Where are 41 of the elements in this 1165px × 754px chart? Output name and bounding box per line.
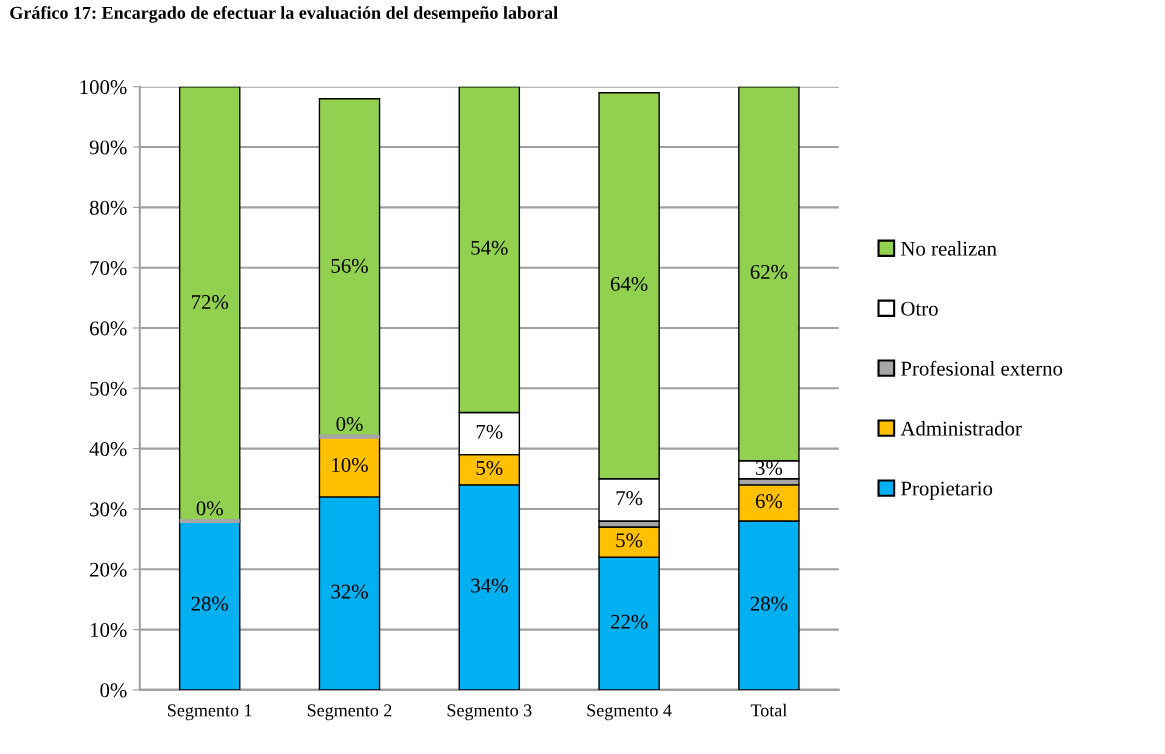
data-label: 32% xyxy=(331,584,368,599)
data-label: 72% xyxy=(191,295,229,310)
legend-label: Otro xyxy=(901,301,938,316)
y-tick-label: 50% xyxy=(90,381,127,396)
data-label: 34% xyxy=(471,578,508,593)
data-label: 0% xyxy=(196,501,223,516)
y-tick-label: 60% xyxy=(90,321,127,336)
data-label: 62% xyxy=(750,264,788,279)
x-tick-label: Segmento 3 xyxy=(447,704,532,721)
data-label: 28% xyxy=(191,596,229,611)
data-label: 7% xyxy=(616,491,643,506)
data-label: 10% xyxy=(332,457,368,473)
y-tick-label: 0% xyxy=(100,683,127,698)
y-tick-label: 30% xyxy=(90,502,127,517)
data-label: 22% xyxy=(610,614,648,629)
y-tick-label: 70% xyxy=(90,261,127,276)
y-tick-label: 20% xyxy=(90,562,127,577)
y-tick-label: 80% xyxy=(89,200,127,215)
legend-label: Profesional externo xyxy=(900,360,1063,376)
legend-label: No realizan xyxy=(900,241,997,256)
data-label: 56% xyxy=(331,258,368,273)
y-tick-label: 100% xyxy=(80,80,127,95)
legend-label: Propietario xyxy=(900,481,993,500)
data-label: 28% xyxy=(750,596,788,611)
data-label: 64% xyxy=(610,276,648,292)
y-tick-label: 10% xyxy=(90,622,127,638)
x-tick-label: Segmento 2 xyxy=(307,704,392,721)
data-label: 3% xyxy=(756,460,783,476)
data-label: 5% xyxy=(476,460,503,476)
data-label: 6% xyxy=(755,494,783,509)
y-tick-label: 90% xyxy=(89,140,127,155)
legend-label: Administrador xyxy=(900,420,1022,436)
data-label: 7% xyxy=(476,424,503,439)
chart-title: Gráfico 17: Encargado de efectuar la evaluación del desempeño laboral xyxy=(10,6,558,23)
data-label: 54% xyxy=(471,240,508,255)
data-label: 0% xyxy=(336,416,363,432)
x-tick-label: Segmento 1 xyxy=(168,704,252,721)
x-tick-label: Segmento 4 xyxy=(587,704,672,721)
y-tick-label: 40% xyxy=(89,442,127,457)
data-label: 5% xyxy=(616,533,643,548)
x-tick-label: Total xyxy=(750,703,787,717)
